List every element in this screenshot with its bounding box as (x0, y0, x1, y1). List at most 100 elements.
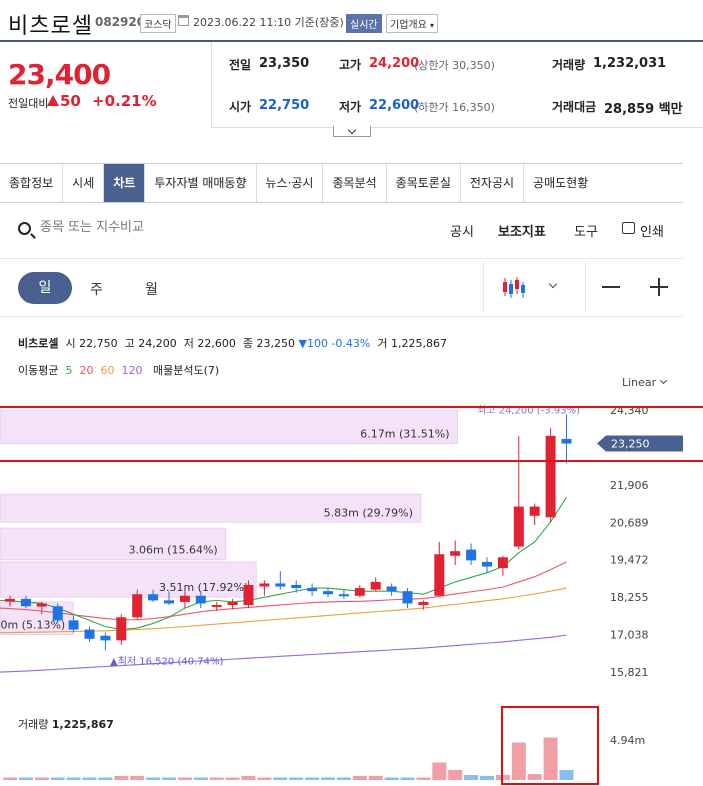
candle-body[interactable] (179, 595, 190, 602)
ohlc-open: 22,750 (79, 337, 118, 350)
lower-limit: (하한가 16,350) (414, 101, 495, 114)
volume-bar (34, 777, 49, 780)
price-chart[interactable]: 6.17m (31.51%) 5.83m (29.79%) 3.06m (15.64… (0, 390, 703, 786)
company-overview-dropdown[interactable]: 기업개요 ▾ (386, 14, 439, 33)
tab-news[interactable]: 뉴스·공시 (257, 164, 324, 202)
scale-mode-dropdown[interactable]: Linear (622, 376, 657, 389)
candle-body[interactable] (275, 583, 286, 587)
divider (211, 127, 703, 128)
print-button[interactable]: 인쇄 (640, 225, 664, 240)
candle-body[interactable] (482, 561, 492, 567)
candle-body[interactable] (259, 583, 270, 587)
volume-bar (480, 776, 494, 780)
candle-body[interactable] (466, 549, 477, 561)
chevron-down-icon[interactable] (659, 376, 668, 385)
y-tick-label: 20,689 (610, 516, 649, 529)
current-price: 23,400 (8, 58, 111, 91)
volume-bar (225, 777, 240, 780)
candle-body[interactable] (36, 603, 47, 607)
candle-body[interactable] (291, 584, 302, 589)
candle-body[interactable] (418, 601, 429, 605)
ohlc-open-label: 시 (65, 337, 76, 350)
ohlc-vol: 1,225,867 (390, 337, 447, 350)
ohlc-vol-label: 거 (377, 337, 388, 350)
prev-close-label: 전일 (229, 58, 252, 72)
period-day-button[interactable]: 일 (18, 272, 72, 304)
candle-body[interactable] (402, 591, 413, 604)
expand-button[interactable] (333, 126, 371, 137)
tab-summary[interactable]: 종합정보 (0, 164, 64, 202)
volume-label: 거래량 (552, 58, 586, 72)
stock-header (0, 0, 703, 42)
chevron-down-icon: ▾ (430, 21, 435, 30)
volume-bar (305, 777, 320, 780)
candle-body[interactable] (164, 600, 174, 604)
candle-body[interactable] (116, 617, 127, 641)
candle-body[interactable] (84, 629, 95, 639)
tools-button[interactable]: 도구 (574, 225, 598, 240)
tab-discussion[interactable]: 종목토론실 (387, 164, 461, 202)
ma-label: 이동평균 (18, 364, 59, 377)
volume-bar (448, 770, 463, 780)
indicators-button[interactable]: 보조지표 (498, 225, 546, 240)
candlestick-chart-icon[interactable] (502, 276, 526, 300)
period-week-button[interactable]: 주 (90, 282, 103, 298)
candle-body[interactable] (561, 438, 572, 444)
stock-name: 비츠로셀 (8, 14, 93, 39)
candle-body[interactable] (370, 581, 381, 590)
up-arrow-icon (47, 95, 59, 106)
candle-body[interactable] (450, 551, 461, 556)
volume-bar (352, 776, 367, 780)
moving-average-legend[interactable]: 이동평균 5 20 60 120 매물분석도(7) (18, 362, 219, 378)
y-tick-label: 17,038 (610, 629, 649, 642)
candle-body[interactable] (338, 594, 349, 597)
candle-body[interactable] (513, 506, 524, 547)
candle-body[interactable] (354, 588, 365, 596)
divider (0, 258, 683, 259)
volume-tick-label: 4.94m (610, 734, 645, 747)
realtime-badge[interactable]: 실시간 (346, 14, 382, 33)
calendar-icon (178, 15, 189, 26)
zoom-out-icon[interactable] (602, 286, 620, 288)
candle-body[interactable] (243, 584, 254, 605)
candle-body[interactable] (529, 506, 540, 516)
candle-body[interactable] (5, 598, 15, 602)
candle-body[interactable] (100, 635, 111, 641)
candle-body[interactable] (307, 588, 318, 592)
zoom-in-icon[interactable] (658, 278, 660, 296)
divider (0, 316, 683, 317)
candle-body[interactable] (227, 601, 238, 605)
chevron-down-icon[interactable] (548, 279, 558, 289)
candle-body[interactable] (497, 557, 508, 569)
tab-disclosure[interactable]: 전자공시 (461, 164, 525, 202)
printer-icon[interactable] (622, 222, 635, 234)
y-tick-label: 18,255 (610, 591, 649, 604)
volume-bar (527, 774, 542, 780)
volume-bar (114, 776, 129, 780)
tab-analysis[interactable]: 종목분석 (323, 164, 387, 202)
tab-short-selling[interactable]: 공매도현황 (533, 176, 589, 190)
candle-body[interactable] (132, 594, 143, 618)
candle-body[interactable] (52, 606, 63, 621)
tab-quotes[interactable]: 시세 (63, 164, 105, 202)
search-icon[interactable] (18, 222, 31, 235)
tab-chart[interactable]: 차트 (104, 164, 146, 202)
compare-search-input[interactable] (40, 220, 240, 235)
candle-body[interactable] (211, 604, 222, 607)
candle-body[interactable] (148, 594, 159, 601)
volume-bar (336, 777, 351, 780)
disclosure-button[interactable]: 공시 (450, 225, 474, 240)
candle-body[interactable] (545, 435, 556, 518)
divider (585, 262, 586, 312)
candle-body[interactable] (195, 595, 206, 604)
volume-bar (321, 777, 335, 780)
candle-body[interactable] (68, 620, 79, 630)
period-month-button[interactable]: 월 (145, 282, 158, 298)
volume-bar (98, 777, 113, 780)
candle-body[interactable] (434, 554, 445, 596)
candle-body[interactable] (323, 591, 333, 595)
candle-body[interactable] (20, 598, 31, 607)
candle-body[interactable] (386, 586, 397, 592)
tab-investor-trends[interactable]: 투자자별 매매동향 (145, 164, 257, 202)
ohlc-low: 22,600 (197, 337, 236, 350)
